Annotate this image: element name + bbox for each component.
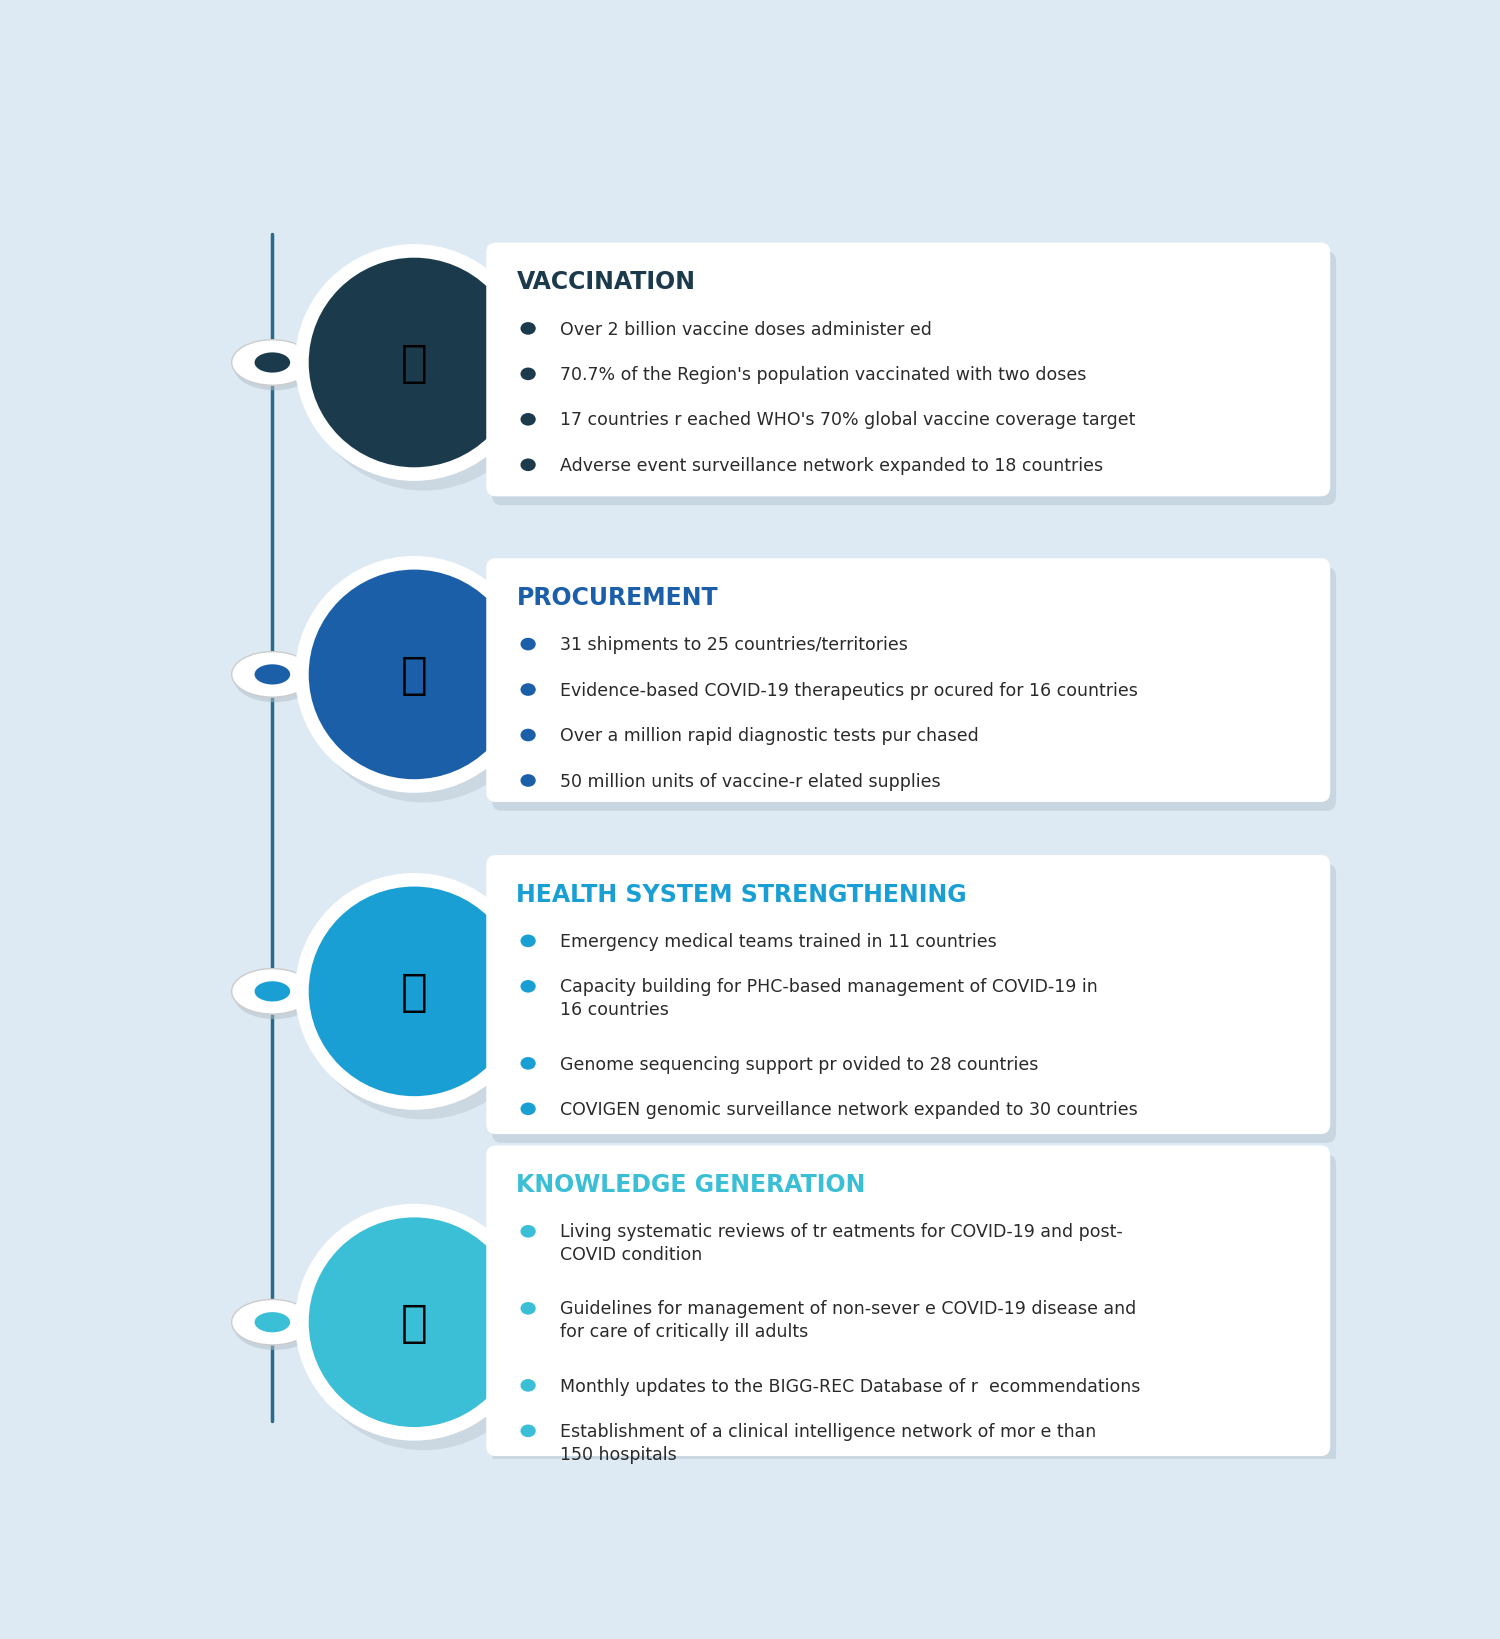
Ellipse shape xyxy=(520,1226,536,1237)
Ellipse shape xyxy=(520,413,536,426)
Ellipse shape xyxy=(255,352,290,374)
Ellipse shape xyxy=(520,775,536,787)
Text: 70.7% of the Region's population vaccinated with two doses: 70.7% of the Region's population vaccina… xyxy=(560,365,1086,384)
Ellipse shape xyxy=(309,1218,519,1428)
Text: 💡: 💡 xyxy=(400,1301,427,1344)
Ellipse shape xyxy=(231,1300,314,1346)
Ellipse shape xyxy=(231,652,314,698)
FancyBboxPatch shape xyxy=(492,567,1336,811)
Ellipse shape xyxy=(255,1313,290,1333)
FancyBboxPatch shape xyxy=(492,864,1336,1144)
Text: Genome sequencing support pr ovided to 28 countries: Genome sequencing support pr ovided to 2… xyxy=(560,1056,1038,1074)
Ellipse shape xyxy=(231,341,314,387)
Text: 31 shipments to 25 countries/territories: 31 shipments to 25 countries/territories xyxy=(560,636,908,654)
Ellipse shape xyxy=(234,974,315,1019)
Text: Establishment of a clinical intelligence network of mor e than
150 hospitals: Establishment of a clinical intelligence… xyxy=(560,1423,1095,1464)
Ellipse shape xyxy=(234,657,315,703)
Ellipse shape xyxy=(255,982,290,1001)
FancyBboxPatch shape xyxy=(492,1154,1336,1465)
FancyBboxPatch shape xyxy=(486,559,1330,803)
Text: HEALTH SYSTEM STRENGTHENING: HEALTH SYSTEM STRENGTHENING xyxy=(516,882,968,906)
Text: KNOWLEDGE GENERATION: KNOWLEDGE GENERATION xyxy=(516,1172,866,1196)
Text: VACCINATION: VACCINATION xyxy=(516,270,696,293)
Text: 🚑: 🚑 xyxy=(400,970,427,1013)
FancyBboxPatch shape xyxy=(486,1146,1330,1455)
Ellipse shape xyxy=(520,369,536,380)
Text: Over a million rapid diagnostic tests pur chased: Over a million rapid diagnostic tests pu… xyxy=(560,726,978,744)
Ellipse shape xyxy=(304,1214,542,1451)
Ellipse shape xyxy=(231,969,314,1015)
Text: Adverse event surveillance network expanded to 18 countries: Adverse event surveillance network expan… xyxy=(560,457,1102,475)
Ellipse shape xyxy=(520,1057,536,1070)
Text: Evidence-based COVID-19 therapeutics pr ocured for 16 countries: Evidence-based COVID-19 therapeutics pr … xyxy=(560,682,1137,700)
Ellipse shape xyxy=(309,887,519,1096)
Ellipse shape xyxy=(520,1424,536,1437)
Ellipse shape xyxy=(309,570,519,780)
Text: Guidelines for management of non-sever e COVID-19 disease and
for care of critic: Guidelines for management of non-sever e… xyxy=(560,1300,1136,1341)
Text: Over 2 billion vaccine doses administer ed: Over 2 billion vaccine doses administer … xyxy=(560,320,932,338)
FancyBboxPatch shape xyxy=(486,243,1330,497)
FancyBboxPatch shape xyxy=(492,252,1336,506)
Ellipse shape xyxy=(520,729,536,742)
Ellipse shape xyxy=(234,346,315,392)
Ellipse shape xyxy=(234,1305,315,1351)
Ellipse shape xyxy=(296,557,534,793)
Ellipse shape xyxy=(309,259,519,469)
Ellipse shape xyxy=(520,683,536,697)
Ellipse shape xyxy=(520,1303,536,1314)
Ellipse shape xyxy=(520,1378,536,1392)
Ellipse shape xyxy=(520,459,536,472)
Ellipse shape xyxy=(520,934,536,947)
Ellipse shape xyxy=(304,567,542,803)
Ellipse shape xyxy=(296,874,534,1110)
Text: Monthly updates to the BIGG-REC Database of r  ecommendations: Monthly updates to the BIGG-REC Database… xyxy=(560,1377,1140,1395)
Text: 50 million units of vaccine-r elated supplies: 50 million units of vaccine-r elated sup… xyxy=(560,772,940,790)
Ellipse shape xyxy=(520,1103,536,1116)
Ellipse shape xyxy=(520,980,536,993)
Ellipse shape xyxy=(296,1205,534,1441)
Ellipse shape xyxy=(520,323,536,336)
Ellipse shape xyxy=(255,665,290,685)
Text: Capacity building for PHC-based management of COVID-19 in
16 countries: Capacity building for PHC-based manageme… xyxy=(560,978,1096,1019)
Ellipse shape xyxy=(520,639,536,651)
Text: 17 countries r eached WHO's 70% global vaccine coverage target: 17 countries r eached WHO's 70% global v… xyxy=(560,411,1136,429)
Ellipse shape xyxy=(304,883,542,1119)
Text: 🌐: 🌐 xyxy=(400,654,427,697)
Text: COVIGEN genomic surveillance network expanded to 30 countries: COVIGEN genomic surveillance network exp… xyxy=(560,1100,1137,1118)
Text: PROCUREMENT: PROCUREMENT xyxy=(516,585,718,610)
Text: Living systematic reviews of tr eatments for COVID-19 and post-
COVID condition: Living systematic reviews of tr eatments… xyxy=(560,1223,1122,1264)
Ellipse shape xyxy=(304,256,542,492)
Text: 🔬: 🔬 xyxy=(400,343,427,385)
Ellipse shape xyxy=(296,244,534,482)
FancyBboxPatch shape xyxy=(486,856,1330,1134)
Text: Emergency medical teams trained in 11 countries: Emergency medical teams trained in 11 co… xyxy=(560,933,996,951)
